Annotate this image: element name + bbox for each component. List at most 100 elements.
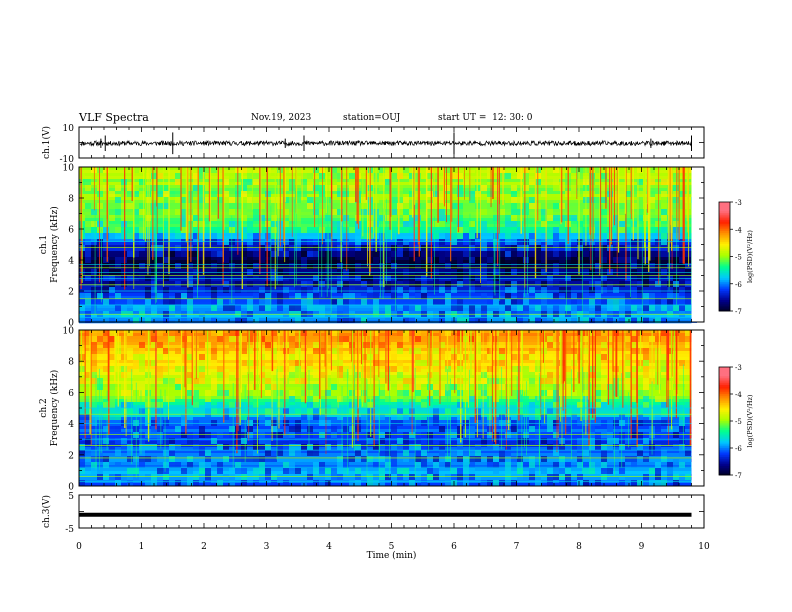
- spectro-cell: [193, 420, 199, 426]
- spectro-cell: [541, 348, 547, 354]
- spectro-cell: [517, 438, 523, 444]
- spectro-cell: [433, 167, 439, 173]
- spectro-cell: [517, 299, 523, 305]
- spectro-cell: [457, 402, 463, 408]
- spectro-cell: [121, 402, 127, 408]
- spectro-cell: [265, 378, 271, 384]
- spectro-cell: [541, 179, 547, 185]
- spectro-cell: [613, 420, 619, 426]
- spectro-cell: [259, 444, 265, 450]
- spectro-cell: [391, 281, 397, 287]
- spectro-cell: [433, 317, 439, 323]
- spectro-cell: [247, 305, 253, 311]
- spectro-cell: [553, 384, 559, 390]
- spectro-cell: [133, 215, 139, 221]
- spectro-cell: [595, 287, 601, 293]
- spectro-cell: [259, 384, 265, 390]
- spectro-cell: [451, 203, 457, 209]
- spectro-cell: [181, 263, 187, 269]
- spectro-cell: [103, 275, 109, 281]
- spectro-cell: [541, 209, 547, 215]
- spectro-cell: [499, 450, 505, 456]
- spectro-cell: [307, 251, 313, 257]
- ch1-waveform-trace: [79, 139, 692, 147]
- spectro-cell: [295, 444, 301, 450]
- spectro-cell: [487, 299, 493, 305]
- spectro-cell: [271, 257, 277, 263]
- spectro-cell: [295, 420, 301, 426]
- spectro-cell: [313, 251, 319, 257]
- spectro-cell: [475, 384, 481, 390]
- spectro-cell: [373, 293, 379, 299]
- spectro-cell: [577, 342, 583, 348]
- spectro-cell: [139, 227, 145, 233]
- spectro-cell: [295, 191, 301, 197]
- spectro-cell: [271, 480, 277, 486]
- spectro-cell: [373, 420, 379, 426]
- spectro-cell: [163, 366, 169, 372]
- spectro-cell: [553, 185, 559, 191]
- spectro-cell: [319, 185, 325, 191]
- spectro-cell: [439, 239, 445, 245]
- colorbar-step: [719, 309, 730, 312]
- spectro-cell: [187, 227, 193, 233]
- spectro-cell: [583, 293, 589, 299]
- time-tick-label: 0: [76, 542, 82, 552]
- spectro-cell: [217, 336, 223, 342]
- spectro-cell: [595, 348, 601, 354]
- spectro-cell: [463, 233, 469, 239]
- spectro-cell: [463, 456, 469, 462]
- spectro-cell: [361, 444, 367, 450]
- spectro-cell: [373, 251, 379, 257]
- spectro-cell: [229, 209, 235, 215]
- spectro-cell: [481, 179, 487, 185]
- spectro-cell: [151, 179, 157, 185]
- spectro-cell: [481, 209, 487, 215]
- spectro-cell: [289, 432, 295, 438]
- spectro-cell: [415, 330, 421, 336]
- spectro-cell: [613, 281, 619, 287]
- spectro-cell: [655, 281, 661, 287]
- spectro-cell: [439, 215, 445, 221]
- spectro-cell: [469, 275, 475, 281]
- spectro-cell: [223, 372, 229, 378]
- spectro-cell: [115, 275, 121, 281]
- spectro-cell: [313, 239, 319, 245]
- spectro-cell: [451, 227, 457, 233]
- spectro-cell: [97, 203, 103, 209]
- spectro-cell: [379, 450, 385, 456]
- spectro-cell: [391, 209, 397, 215]
- spectro-cell: [391, 378, 397, 384]
- colorbar-step: [719, 395, 730, 398]
- spectro-cell: [289, 408, 295, 414]
- spectro-cell: [121, 191, 127, 197]
- spectro-cell: [349, 287, 355, 293]
- spectro-cell: [127, 402, 133, 408]
- spectro-cell: [325, 420, 331, 426]
- spectro-cell: [211, 215, 217, 221]
- spectro-cell: [169, 480, 175, 486]
- spectro-cell: [181, 348, 187, 354]
- spectro-cell: [631, 203, 637, 209]
- spectro-cell: [199, 378, 205, 384]
- colorbar-step: [719, 276, 730, 279]
- spectro-cell: [265, 450, 271, 456]
- spectro-cell: [379, 239, 385, 245]
- spectro-cell: [175, 330, 181, 336]
- spectro-cell: [415, 293, 421, 299]
- spectro-cell: [523, 179, 529, 185]
- spectro-cell: [157, 342, 163, 348]
- spectro-cell: [169, 251, 175, 257]
- spectro-cell: [103, 354, 109, 360]
- spectro-cell: [211, 360, 217, 366]
- spectro-cell: [379, 432, 385, 438]
- spectro-cell: [193, 438, 199, 444]
- spectro-cell: [679, 450, 685, 456]
- spectro-cell: [505, 480, 511, 486]
- spectro-cell: [265, 281, 271, 287]
- spectro-cell: [571, 390, 577, 396]
- spectro-cell: [325, 468, 331, 474]
- spectro-cell: [151, 251, 157, 257]
- spectro-cell: [403, 287, 409, 293]
